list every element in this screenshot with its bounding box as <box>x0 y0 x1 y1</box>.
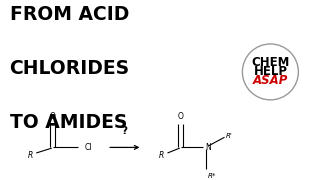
Text: O: O <box>50 112 55 121</box>
Text: CHLORIDES: CHLORIDES <box>10 59 130 78</box>
Text: Cl: Cl <box>84 143 92 152</box>
Text: R: R <box>28 151 33 160</box>
Text: R: R <box>159 151 164 160</box>
Text: R*: R* <box>208 173 216 179</box>
Text: O: O <box>178 112 183 121</box>
Text: ASAP: ASAP <box>253 75 288 87</box>
Text: R': R' <box>226 133 232 139</box>
Text: N: N <box>205 143 211 152</box>
Text: HELP: HELP <box>253 65 287 78</box>
Text: CHEM: CHEM <box>251 56 290 69</box>
Text: ?: ? <box>122 126 128 136</box>
Text: TO AMIDES: TO AMIDES <box>10 113 127 132</box>
Text: FROM ACID: FROM ACID <box>10 5 129 24</box>
